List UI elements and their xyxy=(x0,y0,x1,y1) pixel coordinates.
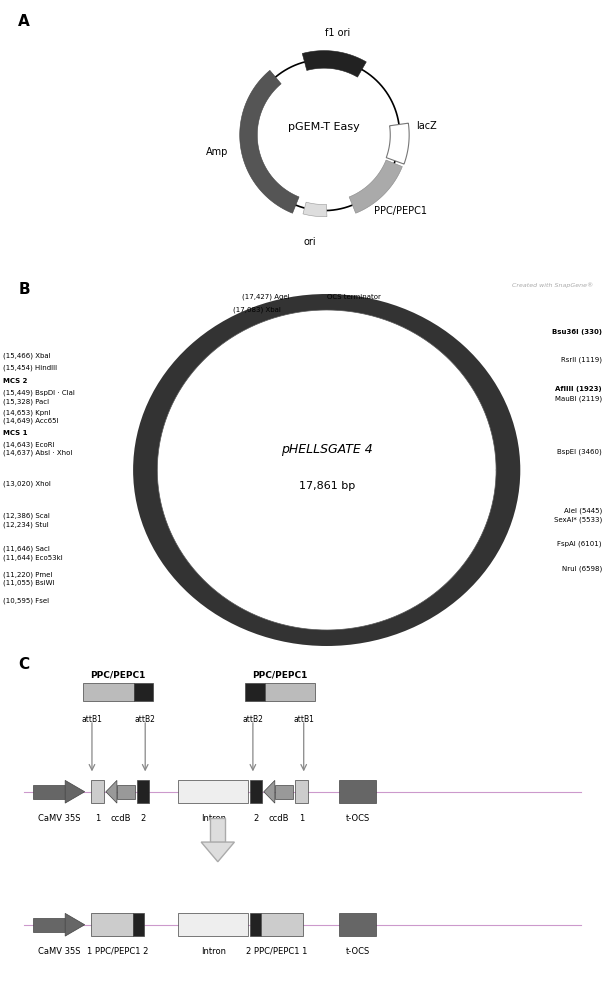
Bar xyxy=(261,913,303,936)
Bar xyxy=(33,785,65,799)
Text: BspEI (3460): BspEI (3460) xyxy=(557,449,602,455)
Bar xyxy=(250,913,261,936)
Bar xyxy=(295,780,308,803)
Text: (15,466) XbaI: (15,466) XbaI xyxy=(3,353,51,359)
Bar xyxy=(83,683,134,701)
Text: Amp: Amp xyxy=(206,147,229,157)
Text: A: A xyxy=(18,13,30,28)
Text: AflIII (1923): AflIII (1923) xyxy=(555,386,602,392)
Text: Intron: Intron xyxy=(201,947,226,956)
Text: (15,449) BspDI · ClaI: (15,449) BspDI · ClaI xyxy=(3,390,75,396)
Bar xyxy=(339,913,376,936)
Text: (11,055) BsiWI: (11,055) BsiWI xyxy=(3,580,54,586)
Text: (14,653) KpnI: (14,653) KpnI xyxy=(3,410,51,416)
Text: lacZ: lacZ xyxy=(416,121,437,131)
Bar xyxy=(275,785,293,799)
Text: attB2: attB2 xyxy=(135,715,155,724)
Bar xyxy=(134,683,153,701)
Text: 1 PPC/PEPC1 2: 1 PPC/PEPC1 2 xyxy=(87,947,148,956)
Text: (13,020) XhoI: (13,020) XhoI xyxy=(3,481,51,487)
Bar xyxy=(91,913,133,936)
Text: attB1: attB1 xyxy=(82,715,102,724)
Polygon shape xyxy=(65,913,85,936)
Polygon shape xyxy=(201,842,235,862)
Ellipse shape xyxy=(157,310,496,630)
Bar xyxy=(245,683,264,701)
Text: FspAI (6101): FspAI (6101) xyxy=(557,541,602,547)
Text: B: B xyxy=(18,282,30,297)
Text: (17,427) AgeI: (17,427) AgeI xyxy=(243,294,290,300)
Bar xyxy=(211,818,225,842)
Text: t-OCS: t-OCS xyxy=(345,947,370,956)
Text: (14,637) AbsI · XhoI: (14,637) AbsI · XhoI xyxy=(3,450,73,456)
Text: (10,595) FseI: (10,595) FseI xyxy=(3,598,49,604)
Text: (12,386) ScaI: (12,386) ScaI xyxy=(3,513,50,519)
Text: (15,328) PacI: (15,328) PacI xyxy=(3,399,49,405)
Text: 1: 1 xyxy=(95,814,100,823)
Bar xyxy=(133,913,144,936)
Text: ccdB: ccdB xyxy=(268,814,289,823)
Text: (11,646) SacI: (11,646) SacI xyxy=(3,546,50,552)
Text: PPC/PEPC1: PPC/PEPC1 xyxy=(91,671,146,680)
Polygon shape xyxy=(303,202,327,217)
Text: 17,861 bp: 17,861 bp xyxy=(299,481,355,491)
Text: (17,083) XbaI: (17,083) XbaI xyxy=(233,307,281,313)
Polygon shape xyxy=(240,70,299,213)
Text: OCS terminator: OCS terminator xyxy=(327,294,381,300)
Bar xyxy=(178,913,248,936)
Bar xyxy=(117,785,135,799)
Text: 1: 1 xyxy=(299,814,304,823)
Polygon shape xyxy=(302,51,366,77)
Text: Bsu36I (330): Bsu36I (330) xyxy=(552,329,602,335)
Text: PPC/PEPC1: PPC/PEPC1 xyxy=(374,206,427,216)
Text: NruI (6598): NruI (6598) xyxy=(561,566,602,572)
Text: t-OCS: t-OCS xyxy=(345,814,370,823)
Text: SexAI* (5533): SexAI* (5533) xyxy=(554,517,602,523)
Polygon shape xyxy=(349,160,402,213)
Bar xyxy=(137,780,149,803)
Text: ori: ori xyxy=(304,237,316,247)
Text: 2 PPC/PEPC1 1: 2 PPC/PEPC1 1 xyxy=(246,947,307,956)
Text: PPC/PEPC1: PPC/PEPC1 xyxy=(252,671,307,680)
Text: (15,454) HindIII: (15,454) HindIII xyxy=(3,365,57,371)
Bar xyxy=(250,780,262,803)
Text: Created with SnapGene®: Created with SnapGene® xyxy=(512,282,593,288)
Text: RsrII (1119): RsrII (1119) xyxy=(561,357,602,363)
Text: (11,644) Eco53kI: (11,644) Eco53kI xyxy=(3,555,63,561)
Polygon shape xyxy=(106,780,117,803)
Polygon shape xyxy=(386,123,409,164)
Text: (12,234) StuI: (12,234) StuI xyxy=(3,522,49,528)
Bar xyxy=(178,780,248,803)
Text: CaMV 35S: CaMV 35S xyxy=(38,947,80,956)
Text: pHELLSGATE 4: pHELLSGATE 4 xyxy=(281,444,373,456)
Text: (11,220) PmeI: (11,220) PmeI xyxy=(3,572,53,578)
Text: 2: 2 xyxy=(140,814,145,823)
Text: MauBI (2119): MauBI (2119) xyxy=(555,396,602,402)
Text: (14,643) EcoRI: (14,643) EcoRI xyxy=(3,442,54,448)
Text: ccdB: ccdB xyxy=(110,814,131,823)
Text: pGEM-T Easy: pGEM-T Easy xyxy=(288,122,360,132)
Bar xyxy=(91,780,104,803)
Polygon shape xyxy=(65,780,85,803)
Text: AleI (5445): AleI (5445) xyxy=(564,508,602,514)
Text: (14,649) Acc65I: (14,649) Acc65I xyxy=(3,418,59,424)
Text: MCS 2: MCS 2 xyxy=(3,378,27,384)
Text: CaMV 35S: CaMV 35S xyxy=(38,814,80,823)
Polygon shape xyxy=(264,780,275,803)
Text: attB2: attB2 xyxy=(243,715,263,724)
Ellipse shape xyxy=(133,294,520,646)
Text: 2: 2 xyxy=(253,814,258,823)
Bar xyxy=(33,918,65,932)
Text: C: C xyxy=(18,657,29,672)
Text: attB1: attB1 xyxy=(293,715,314,724)
Bar xyxy=(264,683,315,701)
Text: MCS 1: MCS 1 xyxy=(3,430,27,436)
Bar xyxy=(339,780,376,803)
Text: f1 ori: f1 ori xyxy=(325,28,350,38)
Text: Intron: Intron xyxy=(201,814,226,823)
